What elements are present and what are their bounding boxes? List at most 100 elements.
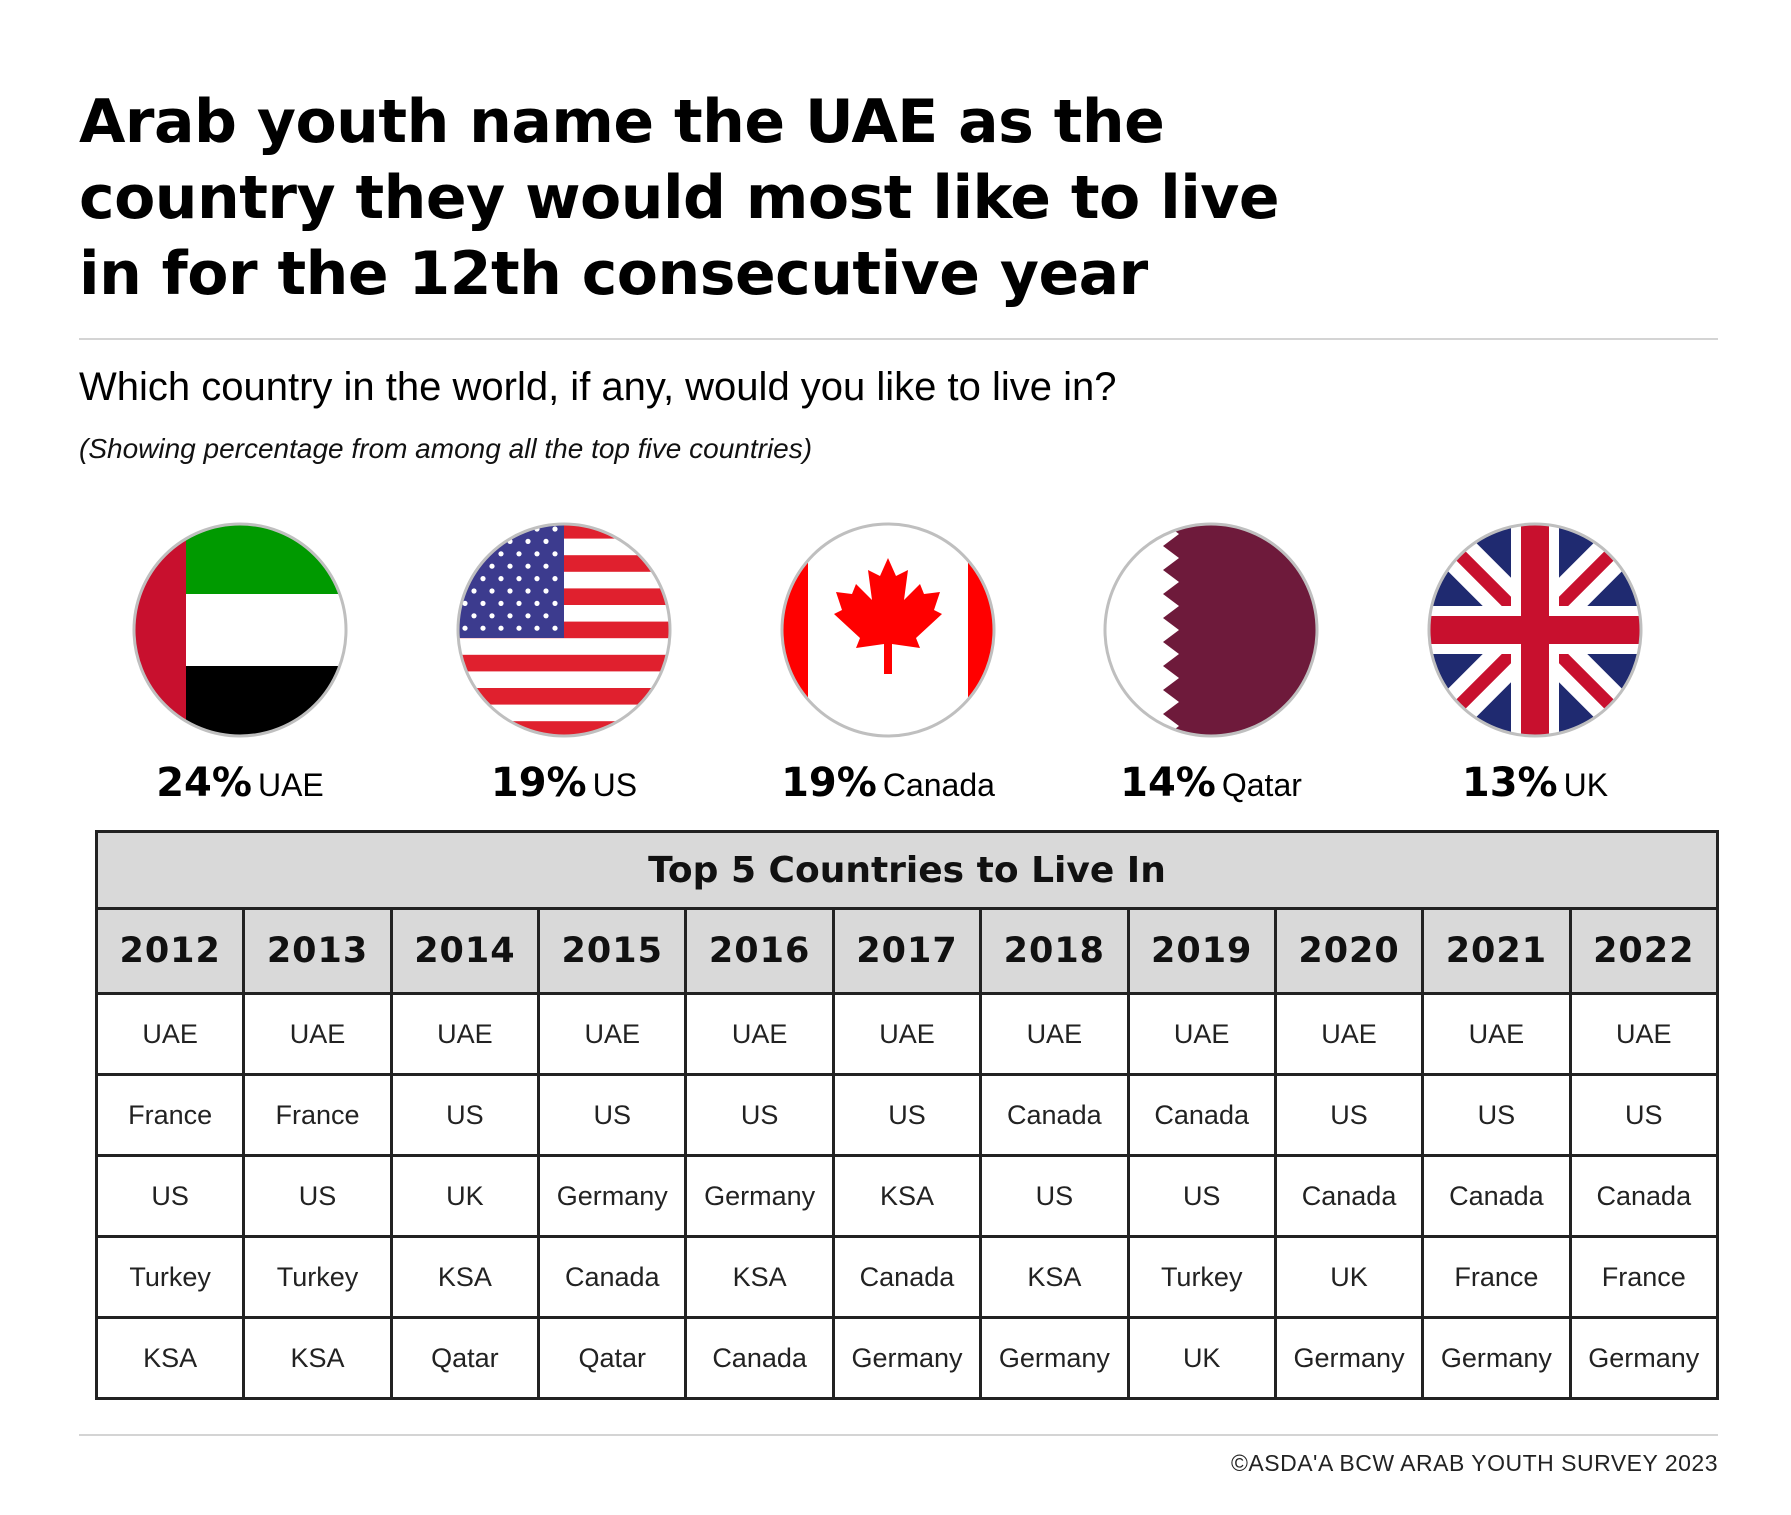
table-cell: Canada [979, 1073, 1130, 1157]
table-cell: KSA [979, 1235, 1130, 1319]
table-header-row: 2012 2013 2014 2015 2016 2017 2018 2019 2020 2021… [94, 907, 1720, 995]
table-cell: KSA [831, 1154, 983, 1238]
table-cell: UAE [684, 992, 835, 1076]
table-cell: US [1126, 1154, 1277, 1238]
table-cell: Germany [1421, 1316, 1572, 1400]
year-header: 2020 [1273, 907, 1425, 995]
table-cell: France [242, 1073, 393, 1157]
table-cell: Canada [1273, 1154, 1425, 1238]
top-countries-table: Top 5 Countries to Live In 2012 2013 2014 2… [94, 830, 1720, 1400]
table-cell: US [1273, 1073, 1425, 1157]
stat-value: 13% [1461, 760, 1558, 806]
year-header: 2014 [389, 907, 541, 995]
stat-value: 14% [1120, 760, 1216, 806]
table-cell: Turkey [1126, 1235, 1277, 1319]
top-divider [79, 338, 1718, 340]
table-body: UAE UAE UAE UAE UAE UAE UAE UAE UAE UAE UAE France F… [94, 992, 1720, 1400]
table-row: KSA KSA Qatar Qatar Canada Germany Germany UK Ge… [94, 1316, 1720, 1400]
year-header: 2018 [979, 907, 1130, 995]
table-cell: Canada [1568, 1154, 1720, 1238]
stat-country: Qatar [1221, 767, 1302, 803]
table-cell: UK [1273, 1235, 1425, 1319]
stat-value: 19% [490, 760, 587, 806]
copyright-footer: ©ASDA'A BCW ARAB YOUTH SURVEY 2023 [1230, 1450, 1718, 1476]
stat-uk: 13% UK [1375, 760, 1695, 806]
stat-country: US [592, 767, 638, 803]
stat-qatar: 14% Qatar [1051, 760, 1371, 806]
stat-value: 19% [781, 760, 877, 806]
table-cell: Germany [831, 1316, 983, 1400]
table-cell: France [1568, 1235, 1720, 1319]
headline-line: Arab youth name the UAE as the [79, 87, 1165, 157]
headline: Arab youth name the UAE as the country t… [79, 84, 1579, 312]
year-header: 2022 [1568, 907, 1720, 995]
table-cell: KSA [242, 1316, 393, 1400]
table-cell: Germany [684, 1154, 835, 1238]
year-header: 2019 [1126, 907, 1277, 995]
year-header: 2021 [1421, 907, 1572, 995]
stat-canada: 19% Canada [728, 760, 1048, 806]
table-cell: Canada [684, 1316, 835, 1400]
table-cell: UAE [94, 992, 246, 1076]
table-cell: France [1421, 1235, 1572, 1319]
table-cell: US [94, 1154, 246, 1238]
table-cell: US [537, 1073, 688, 1157]
table-cell: UAE [1421, 992, 1572, 1076]
table-cell: KSA [94, 1316, 246, 1400]
survey-note: (Showing percentage from among all the t… [79, 433, 813, 464]
table-cell: Canada [537, 1235, 688, 1319]
table-cell: UAE [389, 992, 541, 1076]
table-cell: France [94, 1073, 246, 1157]
table-cell: Canada [1421, 1154, 1572, 1238]
table-cell: UAE [537, 992, 688, 1076]
stat-country: Canada [882, 767, 995, 803]
table-cell: US [1421, 1073, 1572, 1157]
headline-line: country they would most like to live [79, 163, 1280, 233]
year-header: 2016 [684, 907, 835, 995]
table-cell: UAE [979, 992, 1130, 1076]
survey-question: Which country in the world, if any, woul… [79, 365, 1117, 409]
stat-us: 19% US [404, 760, 724, 806]
table-cell: UAE [1273, 992, 1425, 1076]
table-cell: UK [1126, 1316, 1277, 1400]
year-header: 2015 [537, 907, 688, 995]
table-cell: US [242, 1154, 393, 1238]
qatar-flag-icon [1103, 522, 1319, 738]
table-cell: UAE [1126, 992, 1277, 1076]
canada-flag-icon [780, 522, 996, 738]
table-cell: UAE [831, 992, 983, 1076]
table-row: France France US US US US Canada Canada US US US [94, 1073, 1720, 1157]
table-cell: Qatar [537, 1316, 688, 1400]
headline-line: in for the 12th consecutive year [79, 239, 1148, 309]
year-header: 2017 [831, 907, 983, 995]
us-flag-icon [456, 522, 672, 738]
uk-flag-icon [1427, 522, 1643, 738]
table-cell: KSA [389, 1235, 541, 1319]
table-row: UAE UAE UAE UAE UAE UAE UAE UAE UAE UAE UAE [94, 992, 1720, 1076]
table-cell: Germany [1273, 1316, 1425, 1400]
stat-country: UK [1563, 767, 1609, 803]
table-cell: Germany [537, 1154, 688, 1238]
stat-value: 24% [156, 760, 252, 806]
year-header: 2012 [94, 907, 246, 995]
table-cell: Canada [831, 1235, 983, 1319]
year-header: 2013 [242, 907, 393, 995]
bottom-divider [79, 1434, 1718, 1436]
stat-uae: 24% UAE [80, 760, 400, 806]
table-cell: Turkey [242, 1235, 393, 1319]
table-cell: US [979, 1154, 1130, 1238]
table-cell: UK [389, 1154, 541, 1238]
uae-flag-icon [132, 522, 348, 738]
table-cell: Germany [979, 1316, 1130, 1400]
table-cell: US [684, 1073, 835, 1157]
table-cell: KSA [684, 1235, 835, 1319]
table-title: Top 5 Countries to Live In [95, 830, 1719, 910]
table-cell: UAE [242, 992, 393, 1076]
table-row: US US UK Germany Germany KSA US US Canada Canada C… [94, 1154, 1720, 1238]
table-cell: US [1568, 1073, 1720, 1157]
table-cell: UAE [1568, 992, 1720, 1076]
table-cell: Qatar [389, 1316, 541, 1400]
table-row: Turkey Turkey KSA Canada KSA Canada KSA Turkey U… [94, 1235, 1720, 1319]
table-cell: Turkey [94, 1235, 246, 1319]
stat-country: UAE [257, 767, 324, 803]
